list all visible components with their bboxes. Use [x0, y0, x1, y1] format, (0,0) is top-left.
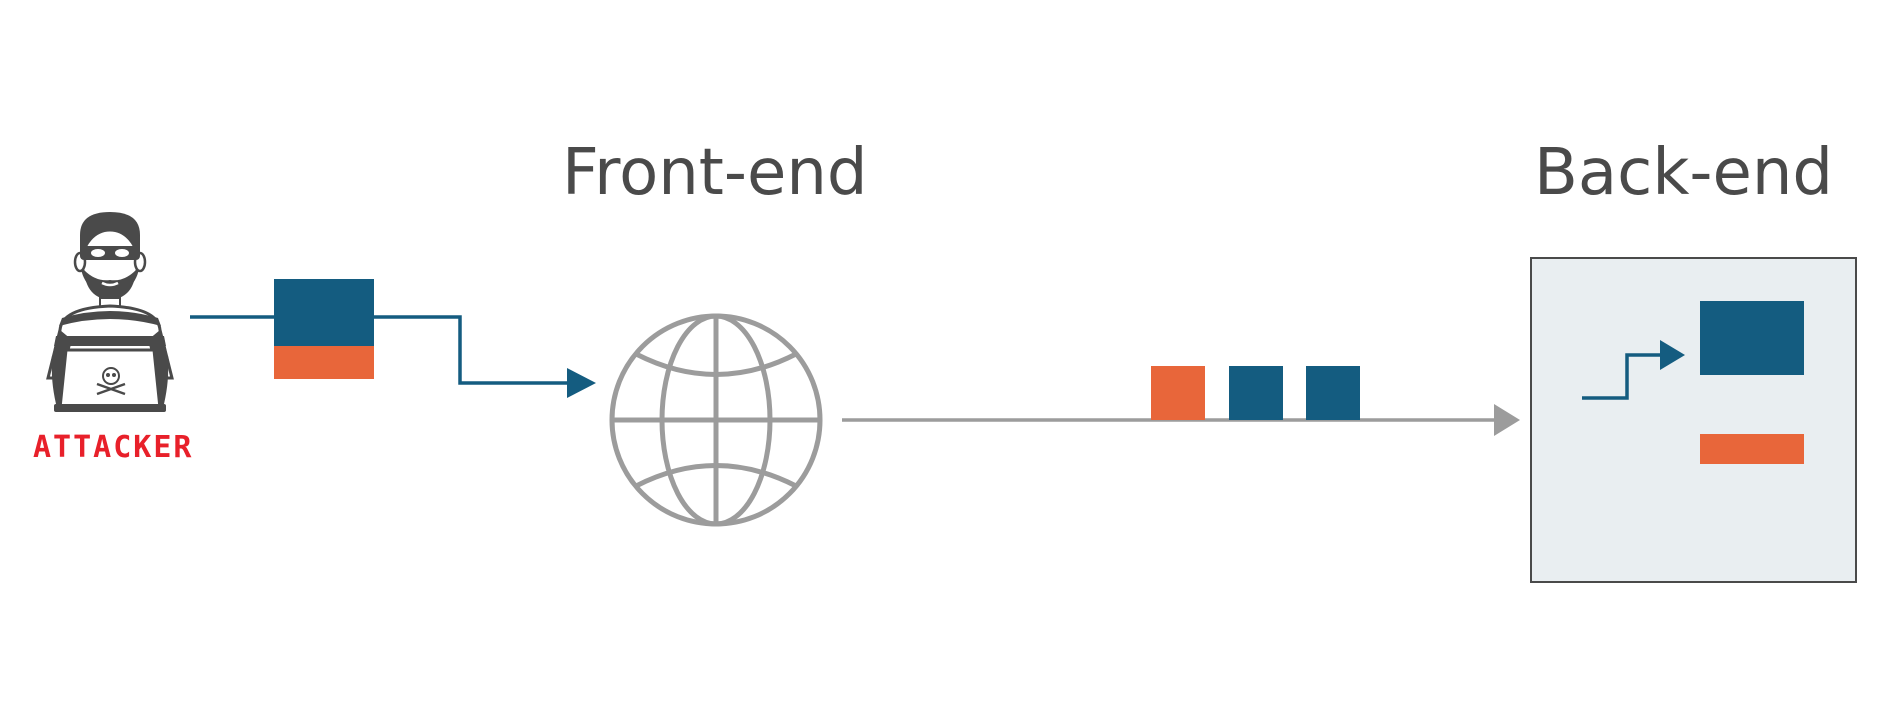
forwarded-primary-block — [1229, 366, 1283, 420]
backend-primary-block — [1700, 301, 1804, 375]
request-smuggled-block — [274, 346, 374, 379]
forwarded-primary-block — [1306, 366, 1360, 420]
forwarded-smuggled-block — [1151, 366, 1205, 420]
backend-title: Back-end — [1534, 136, 1834, 210]
request-primary-block — [274, 279, 374, 346]
frontend-title: Front-end — [562, 136, 868, 210]
backend-smuggled-block — [1700, 434, 1804, 464]
forwarded-packets — [1151, 366, 1360, 420]
backend-panel — [1530, 257, 1857, 583]
backend-step-arrow — [1582, 353, 1665, 400]
attacker-request-connector — [190, 315, 596, 398]
globe-icon — [609, 313, 823, 527]
attacker-label: ATTACKER — [33, 430, 194, 465]
hacker-icon — [46, 212, 174, 412]
skull-icon — [96, 367, 126, 396]
attacker-request-packet — [274, 279, 374, 379]
